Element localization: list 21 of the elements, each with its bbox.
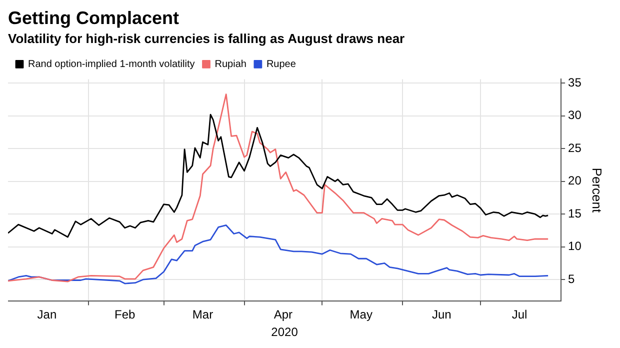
y-tick-label: 15	[568, 206, 582, 220]
legend-label: Rupee	[266, 58, 296, 70]
x-axis-title: 2020	[271, 325, 298, 340]
x-tick-label: Feb	[114, 308, 136, 322]
x-tick-label: Jan	[37, 308, 57, 322]
x-tick-label: Apr	[274, 308, 293, 322]
x-tick-label: May	[350, 308, 372, 322]
y-tick-label: 10	[568, 239, 582, 254]
x-tick-label: Jul	[512, 308, 528, 322]
y-tick-label: 30	[568, 108, 582, 122]
legend-label: Rupiah	[214, 58, 246, 70]
chart-title: Getting Complacent	[8, 8, 180, 28]
x-tick-label: Jun	[432, 308, 452, 322]
y-tick-label: 35	[568, 75, 582, 90]
x-tick-label: Mar	[192, 308, 214, 322]
chart-subtitle: Volatility for high-risk currencies is falling as August draws near	[8, 30, 405, 46]
y-tick-label: 20	[568, 174, 582, 188]
legend-label: Rand option-implied 1-month volatility	[28, 58, 195, 70]
y-axis-title: Percent	[590, 168, 605, 213]
y-tick-label: 5	[568, 272, 576, 286]
y-tick-label: 25	[568, 140, 582, 155]
